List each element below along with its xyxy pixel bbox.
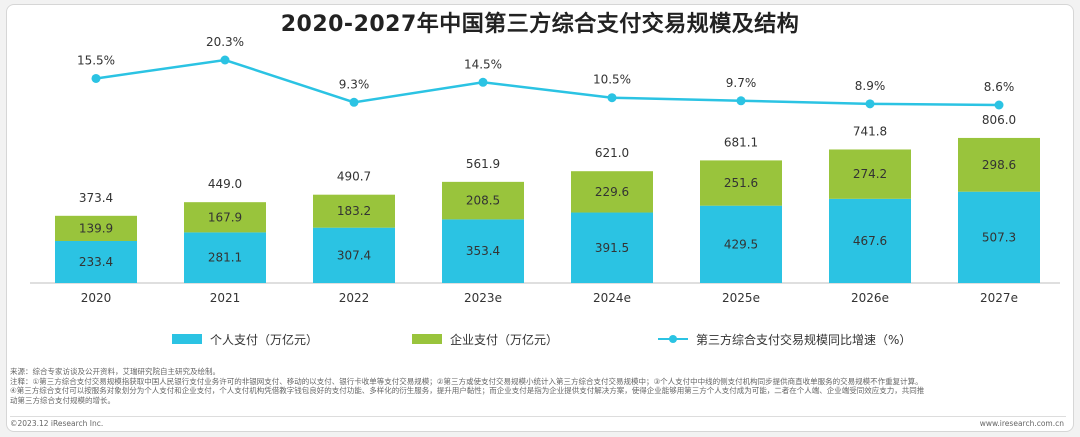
bar-personal (700, 205, 782, 283)
label-growth: 20.3% (206, 35, 244, 49)
x-tick-label: 2023e (464, 291, 502, 305)
bar-enterprise (700, 160, 782, 206)
label-enterprise: 298.6 (982, 158, 1016, 172)
series-growth-line (95, 58, 1000, 107)
legend-label-enterprise: 企业支付（万亿元） (450, 332, 559, 347)
label-total: 373.4 (79, 191, 113, 205)
bar-enterprise (313, 194, 395, 228)
source-notes: 来源：综合专家访谈及公开资料，艾瑞研究院自主研究及绘制。 注释：①第三方综合支付… (10, 367, 1070, 405)
point-growth (865, 99, 875, 109)
label-personal: 507.3 (982, 230, 1016, 244)
note-line: 动第三方综合支付规模的增长。 (10, 395, 115, 405)
label-enterprise: 183.2 (337, 204, 371, 218)
label-personal: 429.5 (724, 237, 758, 251)
point-growth (349, 97, 359, 107)
note-line: 来源：综合专家访谈及公开资料，艾瑞研究院自主研究及绘制。 (10, 367, 220, 376)
legend-label-personal: 个人支付（万亿元） (210, 332, 319, 347)
point-growth (91, 73, 101, 83)
label-personal: 281.1 (208, 251, 242, 265)
legend-item-personal: 个人支付（万亿元） (172, 329, 318, 349)
label-total: 561.9 (466, 157, 500, 171)
label-enterprise: 251.6 (724, 176, 758, 190)
label-growth: 9.7% (726, 76, 757, 90)
bar-enterprise (442, 181, 524, 220)
label-enterprise: 274.2 (853, 167, 887, 181)
label-total: 681.1 (724, 135, 758, 149)
label-growth: 15.5% (77, 53, 115, 67)
legend-swatch-personal (172, 334, 202, 344)
bar-personal (958, 191, 1040, 283)
legend-item-enterprise: 企业支付（万亿元） (412, 329, 558, 349)
x-tick-label: 2025e (722, 291, 760, 305)
bar-personal (184, 232, 266, 283)
label-total: 490.7 (337, 170, 371, 184)
label-personal: 233.4 (79, 255, 113, 269)
x-tick-label: 2020 (81, 291, 112, 305)
label-growth: 10.5% (593, 73, 631, 87)
note-line: ④第三方综合支付可以按服务对象划分为个人支付和企业支付，个人支付机构凭借教字钱包… (10, 386, 925, 395)
label-enterprise: 229.6 (595, 185, 629, 199)
bar-personal (571, 212, 653, 283)
label-growth: 14.5% (464, 57, 502, 71)
point-growth (478, 77, 488, 87)
label-enterprise: 167.9 (208, 210, 242, 224)
label-growth: 8.9% (855, 79, 886, 93)
label-total: 449.0 (208, 177, 242, 191)
label-total: 621.0 (595, 146, 629, 160)
bar-personal (313, 227, 395, 283)
note-line: 注释：①第三方综合支付交易规模指获取中国人民银行支付业务许可的非银网支付、移动的… (10, 376, 923, 386)
bar-enterprise (571, 171, 653, 213)
bar-enterprise (829, 149, 911, 199)
x-tick-label: 2027e (980, 291, 1018, 305)
point-growth (220, 55, 230, 65)
x-tick-label: 2024e (593, 291, 631, 305)
chart-title: 2020-2027年中国第三方综合支付交易规模及结构 (280, 12, 800, 37)
label-personal: 391.5 (595, 241, 629, 255)
x-tick-label: 2021 (210, 291, 241, 305)
footer-website: www.iresearch.com.cn (979, 419, 1064, 428)
x-tick-label: 2026e (851, 291, 889, 305)
legend-label-growth: 第三方综合支付交易规模同比增速（%） (696, 332, 912, 347)
label-total: 741.8 (853, 124, 887, 138)
bar-enterprise (184, 202, 266, 233)
bar-enterprise (55, 215, 137, 241)
label-growth: 8.6% (984, 80, 1015, 94)
chart-plot: 233.4 139.9 373.4 2020 281.1 167.9 449.0 2021 30… (30, 35, 1060, 305)
legend-item-growth: 第三方综合支付交易规模同比增速（%） (658, 329, 911, 349)
label-personal: 353.4 (466, 244, 500, 258)
label-enterprise: 208.5 (466, 194, 500, 208)
label-growth: 9.3% (339, 77, 370, 91)
bar-enterprise (958, 137, 1040, 192)
legend-swatch-enterprise (412, 334, 442, 344)
bar-personal (829, 198, 911, 283)
point-growth (607, 93, 617, 103)
label-total: 806.0 (982, 113, 1016, 127)
label-enterprise: 139.9 (79, 221, 113, 235)
label-personal: 467.6 (853, 234, 887, 248)
footer-copyright: ©2023.12 iResearch Inc. (10, 419, 104, 428)
point-growth (994, 100, 1004, 110)
legend-swatch-growth (658, 334, 688, 344)
point-growth (736, 96, 746, 106)
label-personal: 307.4 (337, 248, 371, 262)
bar-personal (55, 240, 137, 283)
bar-personal (442, 219, 524, 283)
x-tick-label: 2022 (339, 291, 370, 305)
footer-divider (10, 416, 1066, 417)
